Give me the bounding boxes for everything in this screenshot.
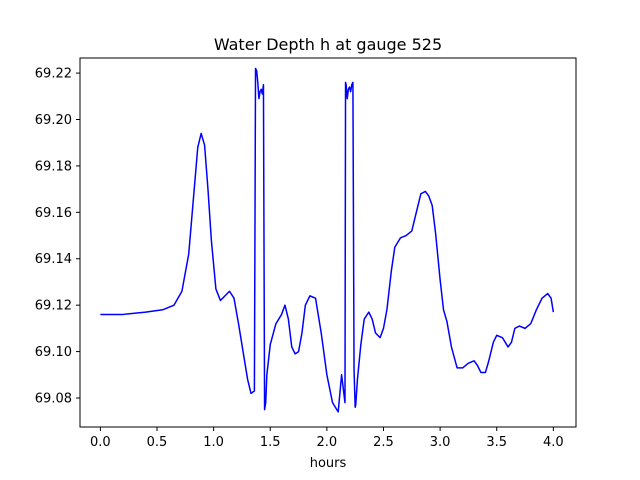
x-tick-label: 3.5 <box>486 435 507 450</box>
y-tick-label: 69.10 <box>35 345 72 360</box>
y-tick-label: 69.08 <box>35 391 72 406</box>
series-layer <box>100 67 555 413</box>
series-line <box>100 67 555 413</box>
x-axis-label: hours <box>310 456 347 471</box>
plot-area <box>79 57 577 428</box>
x-axis: 0.0 0.5 1.0 1.5 2.0 2.5 3.0 3.5 4.0 <box>90 427 564 450</box>
x-tick-label: 1.0 <box>203 435 224 450</box>
x-tick-label: 4.0 <box>543 435 564 450</box>
y-tick-label: 69.22 <box>35 67 72 82</box>
y-axis: 69.08 69.10 69.12 69.14 69.16 69.18 69.20 69.22 <box>35 67 80 406</box>
x-tick-label: 2.5 <box>373 435 394 450</box>
y-tick-label: 69.12 <box>35 299 72 314</box>
y-tick-label: 69.18 <box>35 159 72 174</box>
x-tick-label: 0.0 <box>90 435 111 450</box>
y-tick-label: 69.20 <box>35 113 72 128</box>
y-tick-label: 69.16 <box>35 206 72 221</box>
chart-title: Water Depth h at gauge 525 <box>214 35 442 54</box>
x-tick-label: 0.5 <box>147 435 168 450</box>
plot-frame <box>79 57 577 428</box>
x-tick-label: 2.0 <box>317 435 338 450</box>
y-tick-label: 69.14 <box>35 252 72 267</box>
x-tick-label: 1.5 <box>260 435 281 450</box>
x-tick-label: 3.0 <box>430 435 451 450</box>
